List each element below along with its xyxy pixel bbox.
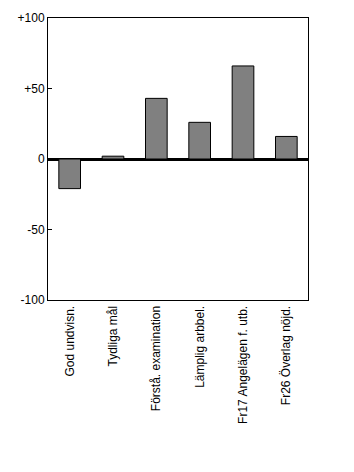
svg-text:-100: -100	[21, 293, 45, 307]
svg-text:Förstå. examination: Förstå. examination	[149, 306, 163, 411]
svg-text:God undvisn.: God undvisn.	[63, 306, 77, 377]
svg-text:Fr17 Angelägen f. utb.: Fr17 Angelägen f. utb.	[236, 306, 250, 424]
svg-text:Tydliga mål: Tydliga mål	[106, 306, 120, 367]
svg-text:-50: -50	[27, 223, 45, 237]
svg-text:Fr26 Överlag nöjd.: Fr26 Överlag nöjd.	[279, 306, 293, 405]
svg-text:+50: +50	[24, 82, 45, 96]
svg-text:+100: +100	[18, 11, 45, 25]
svg-text:0: 0	[38, 152, 45, 166]
svg-text:Lämplig arbbel.: Lämplig arbbel.	[193, 306, 207, 388]
